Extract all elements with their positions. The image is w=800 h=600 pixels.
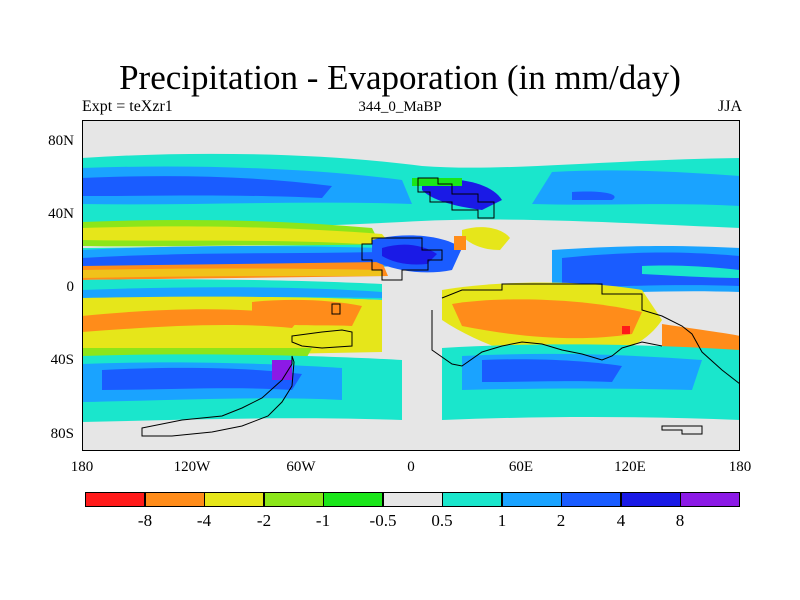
- south-subtropics-orange: [82, 309, 302, 332]
- southern-ocean-blue: [102, 367, 302, 390]
- colorbar-swatch: [204, 492, 264, 507]
- map-frame: [82, 120, 740, 451]
- west-pacific-cyan-streak: [642, 265, 740, 278]
- x-tick-label: 180: [728, 459, 752, 475]
- coastline-small-island: [331, 303, 341, 315]
- subtropical-north-yellow: [82, 226, 392, 246]
- coastline-north-landmass: [417, 177, 495, 219]
- gondwana-interior-orange: [452, 299, 642, 339]
- north-storm-track-blue: [82, 176, 332, 198]
- precipitation-map: [82, 120, 740, 451]
- x-tick-label: 120W: [173, 459, 211, 475]
- period-label: 344_0_MaBP: [358, 99, 442, 115]
- colorbar-label: 1: [497, 511, 507, 530]
- y-tick-label: 0: [66, 279, 75, 295]
- coastline-gondwana-north: [441, 283, 740, 385]
- colorbar-label: -4: [196, 511, 212, 530]
- coastline-south-island: [661, 425, 703, 435]
- southern-indian-blue: [482, 359, 622, 382]
- x-tick-label: 180: [70, 459, 94, 475]
- x-tick-label: 60W: [286, 459, 316, 475]
- gondwana-red-spot: [622, 326, 630, 334]
- colorbar-swatch: [85, 492, 145, 507]
- x-tick-label: 120E: [614, 459, 646, 475]
- season-label: JJA: [717, 98, 742, 115]
- colorbar-swatch: [442, 492, 502, 507]
- south-atlantic-orange: [252, 299, 362, 326]
- colorbar-swatch: [561, 492, 621, 507]
- colorbar-swatch: [323, 492, 383, 507]
- y-tick-label: 40N: [48, 206, 74, 222]
- colorbar-label: -1: [315, 511, 331, 530]
- colorbar-swatch: [621, 492, 681, 507]
- coastline-gondwana-south: [431, 310, 663, 367]
- map-title: Precipitation - Evaporation (in mm/day): [119, 58, 681, 97]
- experiment-label: Expt = teXzr1: [82, 98, 173, 115]
- equatorial-yellow-edge: [82, 268, 382, 278]
- north-pacific-blue-patch: [572, 191, 615, 200]
- coastline-north-continent: [361, 237, 443, 281]
- coastline-antarctic-peninsula: [141, 355, 295, 437]
- colorbar-swatch: [264, 492, 324, 507]
- colorbar-swatch: [383, 492, 443, 507]
- colorbar-label: -2: [256, 511, 272, 530]
- colorbar-label: 4: [616, 511, 626, 530]
- colorbar-label: -8: [137, 511, 153, 530]
- colorbar-swatch: [680, 492, 740, 507]
- southern-ocean-purple: [272, 360, 292, 380]
- north-continent-yellow: [462, 227, 510, 250]
- colorbar-label: 8: [675, 511, 685, 530]
- y-tick-label: 80S: [50, 426, 74, 442]
- coastline-south-atlantic-landmass: [291, 329, 353, 349]
- colorbar-swatch: [145, 492, 205, 507]
- x-tick-label: 0: [407, 459, 415, 475]
- x-tick-label: 60E: [508, 459, 534, 475]
- colorbar-label: 0.5: [431, 511, 453, 530]
- north-continent-orange-spot: [454, 236, 466, 250]
- y-tick-label: 80N: [48, 133, 74, 149]
- colorbar-label: 2: [556, 511, 566, 530]
- colorbar-swatch: [502, 492, 562, 507]
- colorbar-label: -0.5: [369, 511, 397, 530]
- y-tick-label: 40S: [50, 352, 74, 368]
- south-itcz-lightblue: [82, 287, 382, 298]
